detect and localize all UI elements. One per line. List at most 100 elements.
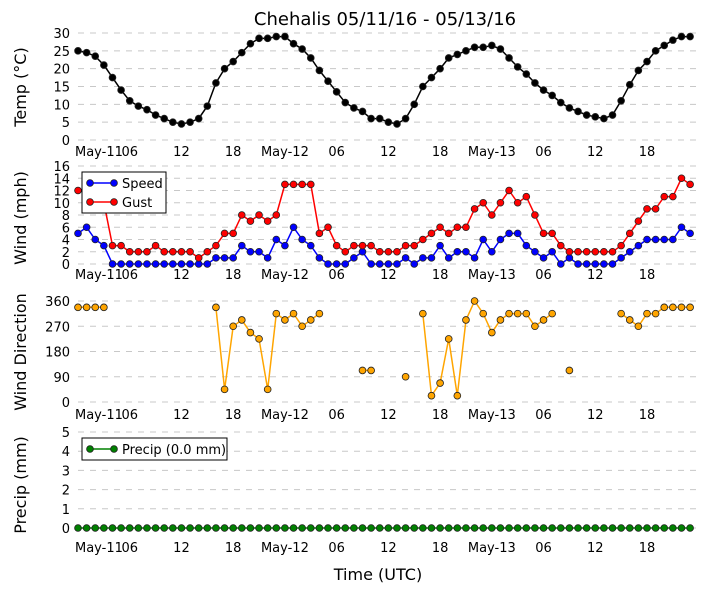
data-point xyxy=(453,247,462,256)
x-tick-label: 12 xyxy=(173,408,190,423)
data-point xyxy=(600,247,608,256)
data-point xyxy=(341,260,350,268)
data-point xyxy=(608,111,617,119)
data-point xyxy=(582,260,591,268)
y-axis-label: Wind Direction xyxy=(11,293,30,411)
data-point xyxy=(238,211,246,219)
x-tick-label: 06 xyxy=(535,145,552,160)
data-point xyxy=(393,260,401,268)
data-point xyxy=(238,316,246,324)
data-point xyxy=(289,524,298,532)
data-point xyxy=(522,241,531,250)
data-point xyxy=(212,524,220,532)
data-point xyxy=(367,241,375,250)
data-point xyxy=(660,524,669,532)
data-point xyxy=(306,524,315,532)
x-tick-label: 06 xyxy=(121,145,138,160)
data-point xyxy=(600,524,608,532)
data-point xyxy=(272,211,281,219)
data-point xyxy=(617,309,625,318)
data-point xyxy=(669,192,677,201)
data-point xyxy=(358,241,367,250)
data-point xyxy=(255,34,263,43)
data-point xyxy=(384,118,393,126)
data-point xyxy=(453,50,462,59)
data-point xyxy=(574,107,582,116)
data-point xyxy=(513,63,522,71)
y-tick-label: 90 xyxy=(53,371,70,386)
data-point xyxy=(151,241,160,250)
legend-marker xyxy=(86,179,94,187)
data-point xyxy=(660,303,669,312)
x-tick-label: May-13 xyxy=(468,408,516,423)
data-point xyxy=(74,303,82,312)
data-point xyxy=(203,102,212,110)
data-point xyxy=(634,322,643,331)
data-point xyxy=(505,54,513,62)
x-tick-label: 06 xyxy=(328,408,345,423)
y-tick-label: 2 xyxy=(62,246,70,261)
data-point xyxy=(100,524,108,532)
data-point xyxy=(634,217,643,225)
data-point xyxy=(427,229,436,238)
data-point xyxy=(660,235,669,244)
data-point xyxy=(229,524,237,532)
data-point xyxy=(177,260,186,268)
data-point xyxy=(617,524,625,532)
x-tick-label: May-12 xyxy=(261,541,309,556)
data-point xyxy=(117,241,125,250)
data-point xyxy=(169,118,177,126)
data-point xyxy=(410,241,419,250)
data-point xyxy=(436,64,444,73)
data-point xyxy=(686,229,694,238)
data-point xyxy=(436,524,444,532)
data-point xyxy=(479,235,487,244)
x-tick-label: 18 xyxy=(432,408,449,423)
series-line-speed xyxy=(77,225,691,266)
data-point xyxy=(582,524,591,532)
data-point xyxy=(220,229,229,238)
x-tick-label: 12 xyxy=(380,408,397,423)
data-point xyxy=(229,254,237,262)
data-point xyxy=(470,205,479,213)
data-point xyxy=(238,241,246,250)
data-point xyxy=(582,111,591,119)
y-tick-label: 5 xyxy=(62,426,70,441)
data-point xyxy=(643,309,651,318)
data-point xyxy=(617,96,625,105)
data-point xyxy=(91,52,100,60)
data-point xyxy=(238,524,246,532)
chart-title: Chehalis 05/11/16 - 05/13/16 xyxy=(254,9,516,30)
data-point xyxy=(350,254,358,262)
y-axis-label: Precip (mm) xyxy=(11,436,30,534)
data-point xyxy=(608,247,617,256)
data-point xyxy=(134,247,143,256)
data-point xyxy=(419,82,427,91)
data-point xyxy=(263,524,272,532)
data-point xyxy=(582,247,591,256)
data-point xyxy=(651,235,660,244)
data-point xyxy=(625,80,634,89)
data-point xyxy=(401,114,410,123)
legend-label: Speed xyxy=(122,177,163,192)
data-point xyxy=(229,322,237,331)
data-point xyxy=(419,254,427,262)
data-point xyxy=(643,205,651,213)
data-point xyxy=(539,316,548,324)
data-point xyxy=(91,303,100,312)
data-point xyxy=(522,309,531,318)
data-point xyxy=(522,192,531,201)
data-point xyxy=(410,524,419,532)
data-point xyxy=(453,391,462,400)
data-point xyxy=(255,524,263,532)
data-point xyxy=(479,309,487,318)
data-point xyxy=(229,229,237,238)
data-point xyxy=(462,223,470,232)
x-tick-label: 18 xyxy=(225,408,242,423)
y-tick-label: 20 xyxy=(53,63,70,78)
x-tick-label: May-11 xyxy=(75,145,123,160)
data-point xyxy=(556,260,565,268)
x-tick-label: 18 xyxy=(432,268,449,283)
data-point xyxy=(177,524,186,532)
